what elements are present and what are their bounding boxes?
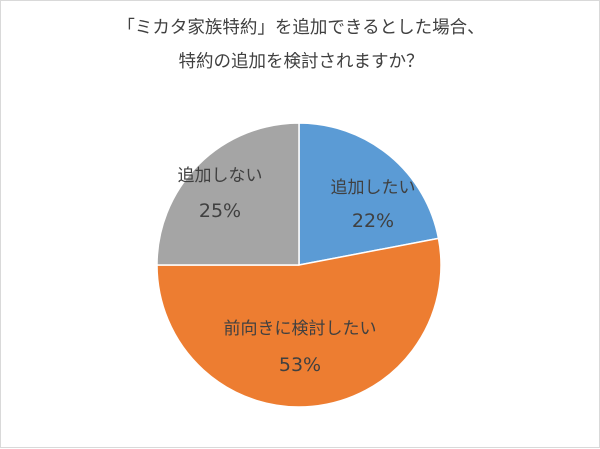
slice-value-label-1: 22%	[352, 210, 394, 232]
slice-label-1: 追加したい	[331, 178, 416, 198]
pie-slice-1	[298, 122, 440, 266]
slice-label-3: 追加しない	[178, 166, 263, 186]
chart-title-line-1: 「ミカタ家族特約」を追加できるとした場合、	[117, 18, 485, 38]
chart-title-line-2: 特約の追加を検討されますか？	[178, 52, 424, 72]
pie-slice-3	[156, 122, 300, 266]
chart-title: 「ミカタ家族特約」を追加できるとした場合、 特約の追加を検討されますか？	[1, 11, 600, 79]
pie-slice-2	[156, 237, 442, 408]
slice-label-2: 前向きに検討したい	[224, 319, 377, 339]
pie-labels: 追加したい 22% 前向きに検討したい 53% 追加しない 25%	[178, 166, 416, 376]
slice-value-label-2: 53%	[279, 354, 321, 376]
slice-value-label-3: 25%	[199, 200, 241, 222]
pie-slices	[156, 122, 442, 408]
